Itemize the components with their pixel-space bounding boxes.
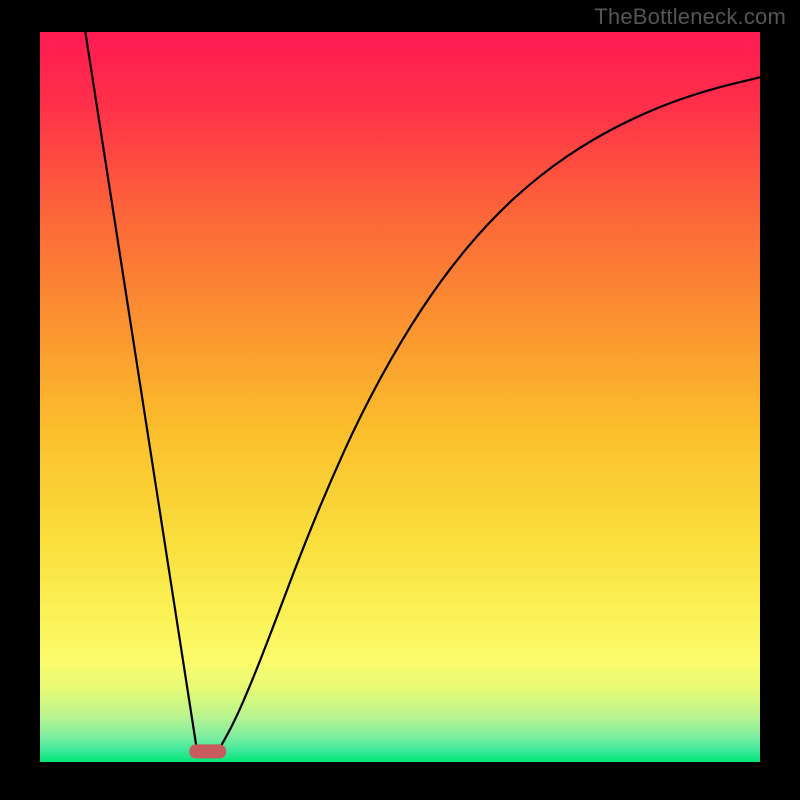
plot-background: [40, 32, 760, 762]
chart-container: TheBottleneck.com: [0, 0, 800, 800]
optimal-marker: [190, 745, 226, 758]
bottleneck-chart: [0, 0, 800, 800]
watermark-text: TheBottleneck.com: [594, 4, 786, 30]
